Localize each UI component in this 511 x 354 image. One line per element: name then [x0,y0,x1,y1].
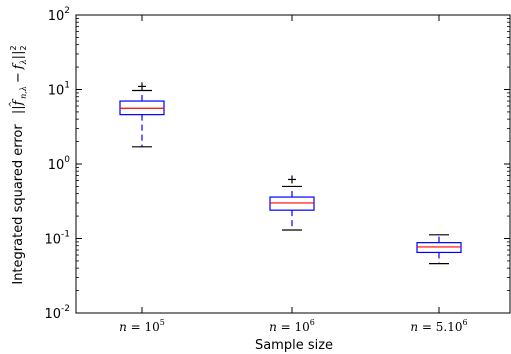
box-group [269,175,315,231]
x-axis-label: Sample size [255,338,333,353]
x-tick-label: n = 105 [119,318,165,334]
plot-frame [75,14,511,314]
y-tick-label: 100 [48,155,71,173]
y-axis-label-text: Integrated squared error [11,124,26,285]
y-tick-label: 101 [48,81,70,99]
plot-area [75,14,511,314]
y-tick-label: 10-2 [44,304,70,322]
x-axis: n = 105 n = 106 n = 5.106 [119,15,468,334]
y-axis: 10-2 10-1 100 101 102 [44,6,510,322]
box-group [119,82,165,148]
y-tick-label: 102 [48,6,70,24]
box-iqr [269,196,315,211]
outlier-marker [288,175,296,184]
box-series [119,82,462,265]
x-tick-label: n = 106 [269,318,315,334]
x-tick-label: n = 5.106 [410,318,467,334]
y-tick-label: 10-1 [44,230,70,248]
y-axis-label: Integrated squared error ||f^n,λ−fλ||22 [8,45,28,284]
box-group [416,234,462,265]
outlier-marker [138,82,146,91]
svg-text:Integrated squared error: Integrated squared error ||f^n,λ−fλ||22 [8,45,28,284]
